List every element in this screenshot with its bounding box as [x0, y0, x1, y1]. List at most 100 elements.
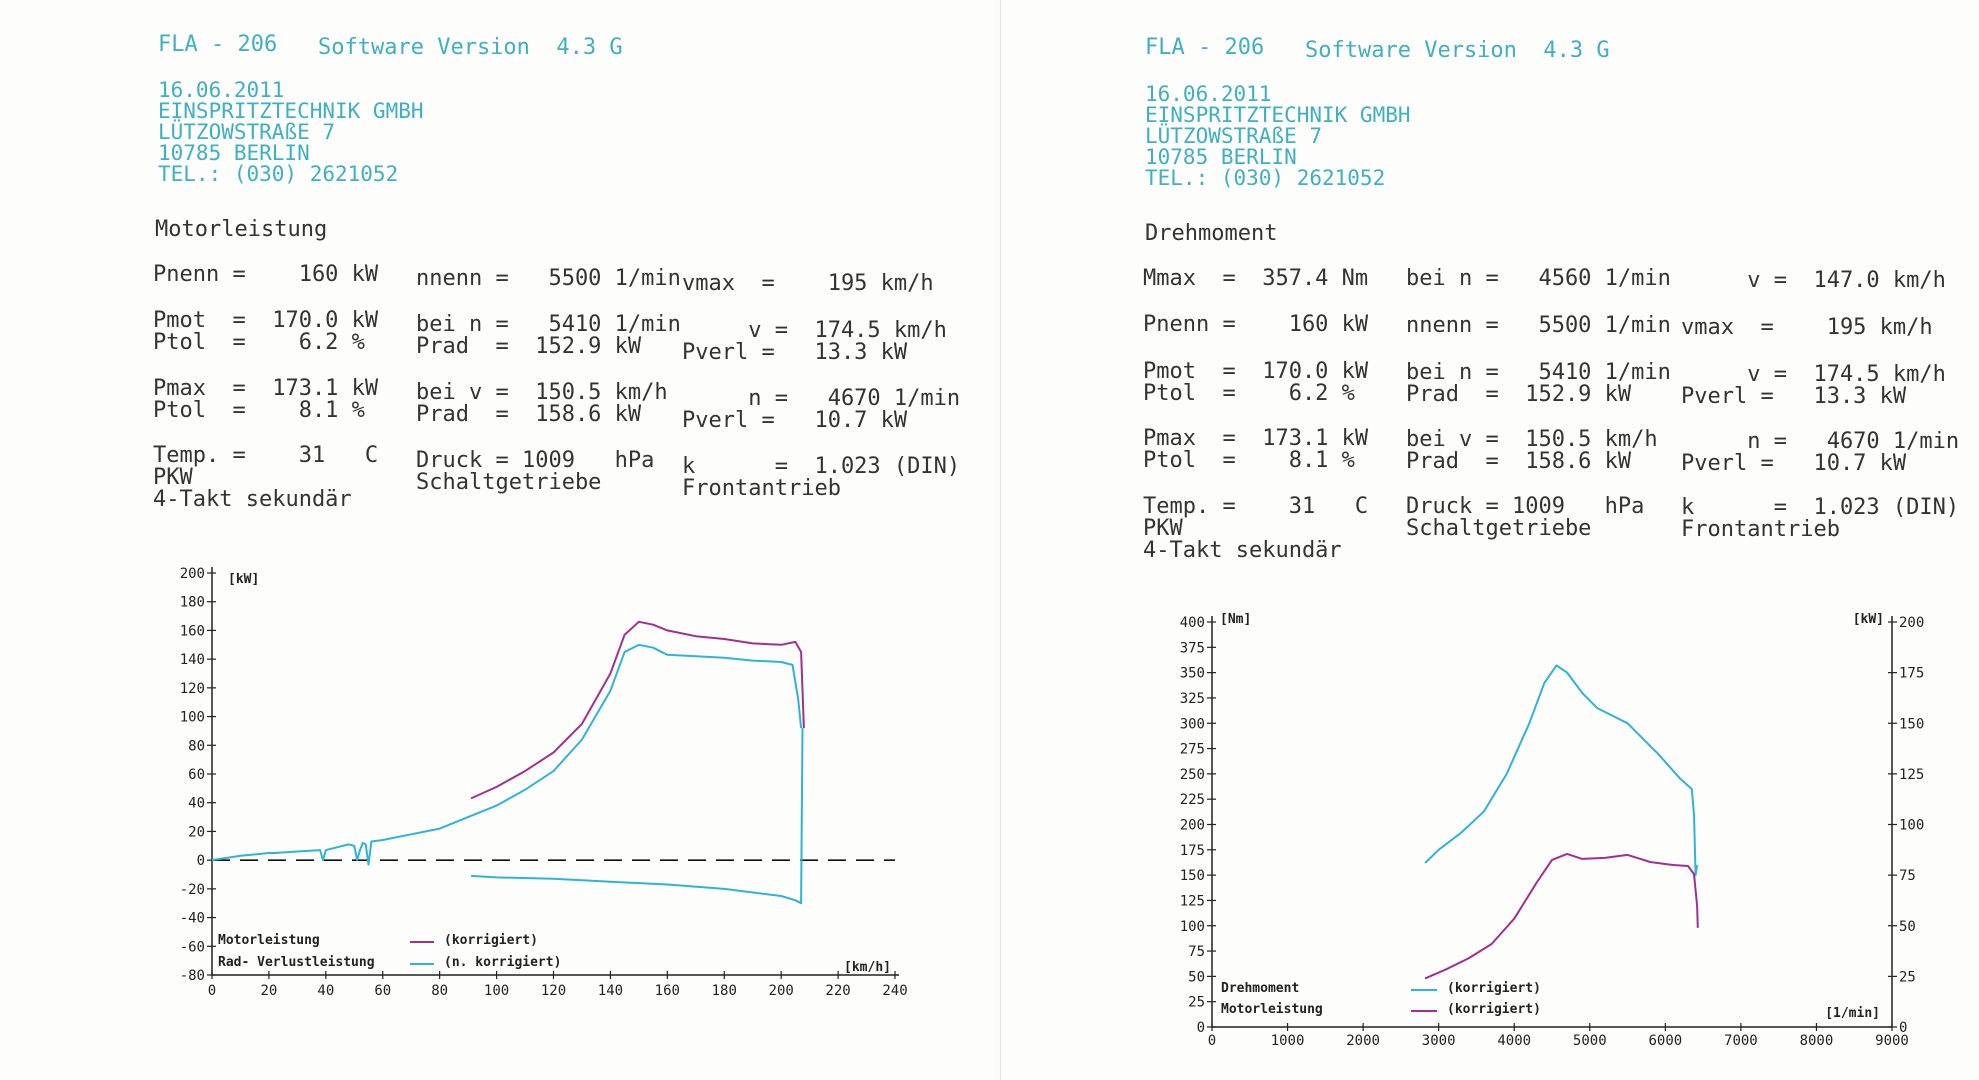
- y2-tick-label: 100: [1899, 818, 1924, 834]
- y-tick-label: 180: [180, 595, 205, 611]
- y-tick-label: 100: [1180, 919, 1205, 935]
- device-model: FLA - 206: [158, 32, 278, 57]
- x-tick-label: 200: [769, 983, 794, 999]
- v-1: v = 174.5 km/h: [1681, 362, 1946, 387]
- pverl-1: Pverl = 13.3 kW: [682, 340, 908, 365]
- x-tick-label: 240: [882, 983, 907, 999]
- street: LÜTZOWSTRAßE 7: [1145, 124, 1323, 148]
- pressure: Druck = 1009 hPa: [1406, 494, 1645, 519]
- y2-tick-label: 50: [1899, 919, 1916, 935]
- y2-tick-label: 150: [1899, 716, 1924, 732]
- legend-series-label: (korrigiert): [444, 933, 538, 948]
- x-axis-label: [1/min]: [1825, 1006, 1880, 1021]
- y-tick-label: 200: [180, 566, 205, 582]
- pmax: Pmax = 173.1 kW: [153, 376, 379, 401]
- x-tick-label: 3000: [1422, 1033, 1456, 1049]
- pnenn: Pnenn = 160 kW: [153, 262, 379, 287]
- x-tick-label: 180: [712, 983, 737, 999]
- y2-tick-label: 25: [1899, 969, 1916, 985]
- device-model: FLA - 206: [1145, 35, 1265, 60]
- legend-label: Drehmoment: [1221, 981, 1299, 996]
- x-tick-label: 1000: [1271, 1033, 1305, 1049]
- x-tick-label: 100: [484, 983, 509, 999]
- y-tick-label: 175: [1180, 843, 1205, 859]
- y-tick-label: 150: [1180, 868, 1205, 884]
- ptol-1: Ptol = 6.2 %: [1143, 381, 1355, 406]
- engine-type: 4-Takt sekundär: [1143, 538, 1342, 563]
- y-tick-label: 40: [188, 796, 205, 812]
- x-tick-label: 160: [655, 983, 680, 999]
- y-tick-label: 50: [1188, 969, 1205, 985]
- pmot: Pmot = 170.0 kW: [153, 308, 379, 333]
- right-printout: FLA - 206 Software Version 4.3 G 16.06.2…: [1000, 0, 1979, 1080]
- legend-label: Motorleistung: [1221, 1002, 1323, 1017]
- pressure: Druck = 1009 hPa: [416, 448, 655, 473]
- x-tick-label: 5000: [1573, 1033, 1607, 1049]
- bei-n-1: bei n = 5410 1/min: [1406, 360, 1671, 385]
- y-tick-label: -20: [180, 882, 205, 898]
- mmax: Mmax = 357.4 Nm: [1143, 266, 1369, 291]
- x-tick-label: 140: [598, 983, 623, 999]
- ptol-1: Ptol = 6.2 %: [153, 330, 365, 355]
- bei-v: bei v = 150.5 km/h: [416, 380, 668, 405]
- city: 10785 BERLIN: [158, 141, 310, 165]
- engine-type: 4-Takt sekundär: [153, 487, 352, 512]
- y-tick-label: 80: [188, 738, 205, 754]
- v-0: v = 147.0 km/h: [1681, 268, 1946, 293]
- y-tick-label: 0: [197, 853, 205, 869]
- y-tick-label: 120: [180, 681, 205, 697]
- x-tick-label: 220: [825, 983, 850, 999]
- y-tick-label: 60: [188, 767, 205, 783]
- legend-label: Rad- Verlustleistung: [218, 955, 375, 970]
- nnenn: nnenn = 5500 1/min: [1406, 313, 1671, 338]
- correction-factor: k = 1.023 (DIN): [682, 454, 961, 479]
- correction-factor: k = 1.023 (DIN): [1681, 495, 1960, 520]
- address-block: 16.06.2011 EINSPRITZTECHNIK GMBH LÜTZOWS…: [158, 80, 424, 185]
- torque-chart: 4003753503253002752502252001751501251007…: [1180, 612, 1925, 1049]
- y-tick-label: 350: [1180, 666, 1205, 682]
- address-block: 16.06.2011 EINSPRITZTECHNIK GMBH LÜTZOWS…: [1145, 84, 1411, 189]
- series-line-1: [1424, 852, 1699, 980]
- y-tick-label: 275: [1180, 742, 1205, 758]
- y-tick-label: -60: [180, 939, 205, 955]
- page-title: Motorleistung: [155, 217, 328, 242]
- bei-v: bei v = 150.5 km/h: [1406, 427, 1658, 452]
- vmax: vmax = 195 km/h: [1681, 315, 1933, 340]
- left-printout: FLA - 206 Software Version 4.3 G 16.06.2…: [153, 32, 961, 999]
- y-tick-label: 125: [1180, 893, 1205, 909]
- x-tick-label: 20: [260, 983, 277, 999]
- y-tick-label: 300: [1180, 716, 1205, 732]
- x-tick-label: 120: [541, 983, 566, 999]
- y-tick-label: 250: [1180, 767, 1205, 783]
- y2-tick-label: 200: [1899, 615, 1924, 631]
- company: EINSPRITZTECHNIK GMBH: [1145, 103, 1411, 127]
- series-line-1: [211, 643, 803, 866]
- vehicle-type: PKW: [153, 465, 193, 490]
- company: EINSPRITZTECHNIK GMBH: [158, 99, 424, 123]
- x-tick-label: 40: [317, 983, 334, 999]
- y-tick-label: 25: [1188, 995, 1205, 1011]
- city: 10785 BERLIN: [1145, 145, 1297, 169]
- street: LÜTZOWSTRAßE 7: [158, 120, 336, 144]
- pverl-2: Pverl = 10.7 kW: [1681, 451, 1907, 476]
- y-tick-label: 160: [180, 623, 205, 639]
- vehicle-type: PKW: [1143, 516, 1183, 541]
- prad-1: Prad = 152.9 kW: [1406, 382, 1632, 407]
- legend-series-label: (korrigiert): [1447, 981, 1541, 996]
- y-tick-label: 75: [1188, 944, 1205, 960]
- software-version: Software Version 4.3 G: [1305, 38, 1610, 63]
- bei-n-0: bei n = 4560 1/min: [1406, 266, 1671, 291]
- gearbox: Schaltgetriebe: [416, 470, 602, 495]
- y-tick-label: 225: [1180, 792, 1205, 808]
- n-2: n = 4670 1/min: [1681, 429, 1960, 454]
- series-line-0: [1424, 664, 1699, 877]
- x-tick-label: 9000: [1875, 1033, 1909, 1049]
- x-tick-label: 7000: [1724, 1033, 1758, 1049]
- x-tick-label: 60: [374, 983, 391, 999]
- y-tick-label: -40: [180, 911, 205, 927]
- drive-type: Frontantrieb: [1681, 517, 1840, 542]
- ptol-2: Ptol = 8.1 %: [1143, 448, 1355, 473]
- y2-tick-label: 75: [1899, 868, 1916, 884]
- y2-tick-label: 0: [1899, 1020, 1907, 1036]
- phone: TEL.: (030) 2621052: [1145, 166, 1386, 190]
